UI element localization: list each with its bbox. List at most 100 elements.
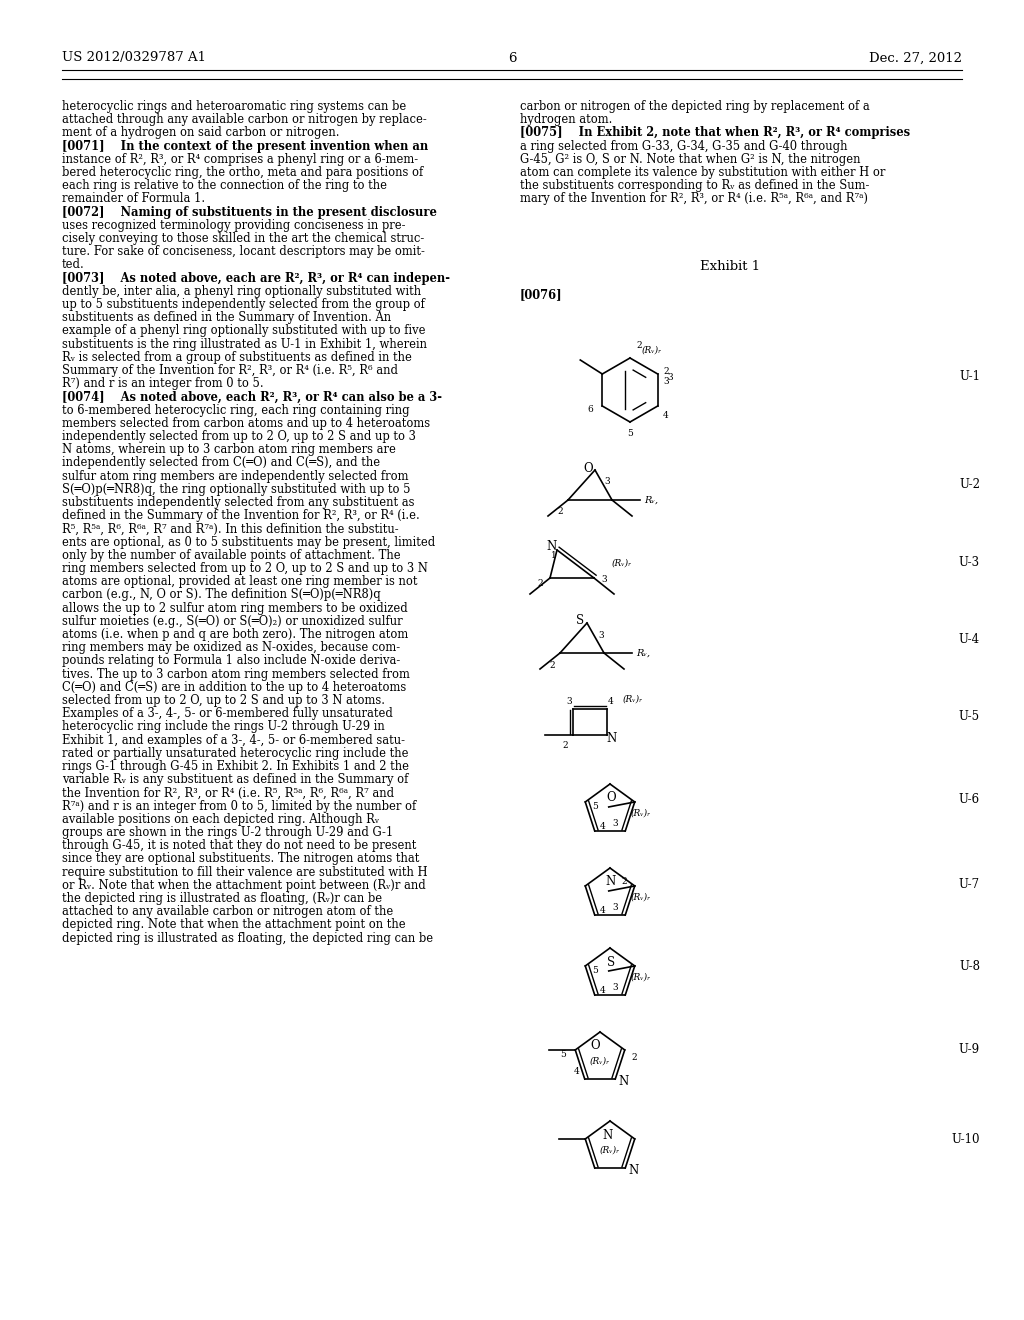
Text: Dec. 27, 2012: Dec. 27, 2012 bbox=[869, 51, 962, 65]
Text: Rᵥ,: Rᵥ, bbox=[636, 648, 650, 657]
Text: N atoms, wherein up to 3 carbon atom ring members are: N atoms, wherein up to 3 carbon atom rin… bbox=[62, 444, 396, 457]
Text: (Rᵥ)ᵣ: (Rᵥ)ᵣ bbox=[600, 1146, 620, 1155]
Text: ted.: ted. bbox=[62, 259, 85, 272]
Text: depicted ring. Note that when the attachment point on the: depicted ring. Note that when the attach… bbox=[62, 919, 406, 932]
Text: O: O bbox=[590, 1039, 600, 1052]
Text: substituents independently selected from any substituent as: substituents independently selected from… bbox=[62, 496, 415, 510]
Text: defined in the Summary of the Invention for R², R³, or R⁴ (i.e.: defined in the Summary of the Invention … bbox=[62, 510, 420, 523]
Text: (Rᵥ)ᵣ: (Rᵥ)ᵣ bbox=[623, 694, 643, 704]
Text: U-10: U-10 bbox=[951, 1133, 980, 1146]
Text: S: S bbox=[607, 956, 615, 969]
Text: 4: 4 bbox=[600, 821, 605, 830]
Text: N: N bbox=[603, 1129, 613, 1142]
Text: 3: 3 bbox=[604, 478, 610, 487]
Text: cisely conveying to those skilled in the art the chemical struc-: cisely conveying to those skilled in the… bbox=[62, 232, 424, 246]
Text: U-4: U-4 bbox=[958, 634, 980, 645]
Text: atoms are optional, provided at least one ring member is not: atoms are optional, provided at least on… bbox=[62, 576, 418, 589]
Text: heterocyclic rings and heteroaromatic ring systems can be: heterocyclic rings and heteroaromatic ri… bbox=[62, 100, 407, 114]
Text: (Rᵥ)ᵣ: (Rᵥ)ᵣ bbox=[590, 1056, 610, 1065]
Text: rated or partially unsaturated heterocyclic ring include the: rated or partially unsaturated heterocyc… bbox=[62, 747, 409, 760]
Text: (Rᵥ)ᵣ: (Rᵥ)ᵣ bbox=[631, 809, 650, 817]
Text: 5: 5 bbox=[592, 803, 598, 812]
Text: 2: 2 bbox=[622, 878, 628, 887]
Text: 3: 3 bbox=[663, 378, 669, 387]
Text: up to 5 substituents independently selected from the group of: up to 5 substituents independently selec… bbox=[62, 298, 425, 312]
Text: S: S bbox=[575, 615, 584, 627]
Text: rings G-1 through G-45 in Exhibit 2. In Exhibits 1 and 2 the: rings G-1 through G-45 in Exhibit 2. In … bbox=[62, 760, 409, 774]
Text: pounds relating to Formula 1 also include N-oxide deriva-: pounds relating to Formula 1 also includ… bbox=[62, 655, 400, 668]
Text: groups are shown in the rings U-2 through U-29 and G-1: groups are shown in the rings U-2 throug… bbox=[62, 826, 393, 840]
Text: 2: 2 bbox=[538, 579, 543, 589]
Text: instance of R², R³, or R⁴ comprises a phenyl ring or a 6-mem-: instance of R², R³, or R⁴ comprises a ph… bbox=[62, 153, 418, 166]
Text: uses recognized terminology providing conciseness in pre-: uses recognized terminology providing co… bbox=[62, 219, 406, 232]
Text: 2: 2 bbox=[557, 507, 563, 516]
Text: substituents as defined in the Summary of Invention. An: substituents as defined in the Summary o… bbox=[62, 312, 391, 325]
Text: [0073]    As noted above, each are R², R³, or R⁴ can indepen-: [0073] As noted above, each are R², R³, … bbox=[62, 272, 450, 285]
Text: Summary of the Invention for R², R³, or R⁴ (i.e. R⁵, R⁶ and: Summary of the Invention for R², R³, or … bbox=[62, 364, 398, 378]
Text: independently selected from up to 2 O, up to 2 S and up to 3: independently selected from up to 2 O, u… bbox=[62, 430, 416, 444]
Text: Rᵥ,: Rᵥ, bbox=[644, 495, 658, 504]
Text: atoms (i.e. when p and q are both zero). The nitrogen atom: atoms (i.e. when p and q are both zero).… bbox=[62, 628, 409, 642]
Text: a ring selected from G-33, G-34, G-35 and G-40 through: a ring selected from G-33, G-34, G-35 an… bbox=[520, 140, 848, 153]
Text: U-6: U-6 bbox=[958, 793, 980, 807]
Text: 5: 5 bbox=[560, 1051, 566, 1060]
Text: the substituents corresponding to Rᵥ as defined in the Sum-: the substituents corresponding to Rᵥ as … bbox=[520, 180, 869, 193]
Text: 1: 1 bbox=[551, 552, 557, 561]
Text: U-3: U-3 bbox=[958, 556, 980, 569]
Text: variable Rᵥ is any substituent as defined in the Summary of: variable Rᵥ is any substituent as define… bbox=[62, 774, 409, 787]
Text: ents are optional, as 0 to 5 substituents may be present, limited: ents are optional, as 0 to 5 substituent… bbox=[62, 536, 435, 549]
Text: through G-45, it is noted that they do not need to be present: through G-45, it is noted that they do n… bbox=[62, 840, 417, 853]
Text: R⁷ᵃ) and r is an integer from 0 to 5, limited by the number of: R⁷ᵃ) and r is an integer from 0 to 5, li… bbox=[62, 800, 416, 813]
Text: [0072]    Naming of substituents in the present disclosure: [0072] Naming of substituents in the pre… bbox=[62, 206, 437, 219]
Text: sulfur moieties (e.g., S(═O) or S(═O)₂) or unoxidized sulfur: sulfur moieties (e.g., S(═O) or S(═O)₂) … bbox=[62, 615, 402, 628]
Text: 4: 4 bbox=[608, 697, 613, 705]
Text: heterocyclic ring include the rings U-2 through U-29 in: heterocyclic ring include the rings U-2 … bbox=[62, 721, 385, 734]
Text: (Rᵥ)ᵣ: (Rᵥ)ᵣ bbox=[631, 973, 650, 982]
Text: U-5: U-5 bbox=[958, 710, 980, 723]
Text: 6: 6 bbox=[508, 51, 516, 65]
Text: ring members selected from up to 2 O, up to 2 S and up to 3 N: ring members selected from up to 2 O, up… bbox=[62, 562, 428, 576]
Text: 3: 3 bbox=[612, 903, 618, 912]
Text: [0071]    In the context of the present invention when an: [0071] In the context of the present inv… bbox=[62, 140, 428, 153]
Text: (Rᵥ)ᵣ: (Rᵥ)ᵣ bbox=[642, 346, 663, 355]
Text: 3: 3 bbox=[612, 982, 618, 991]
Text: members selected from carbon atoms and up to 4 heteroatoms: members selected from carbon atoms and u… bbox=[62, 417, 430, 430]
Text: 4: 4 bbox=[600, 906, 605, 915]
Text: O: O bbox=[606, 791, 615, 804]
Text: N: N bbox=[628, 1163, 638, 1176]
Text: R⁵, R⁵ᵃ, R⁶, R⁶ᵃ, R⁷ and R⁷ᵃ). In this definition the substitu-: R⁵, R⁵ᵃ, R⁶, R⁶ᵃ, R⁷ and R⁷ᵃ). In this d… bbox=[62, 523, 398, 536]
Text: 2: 2 bbox=[562, 741, 568, 750]
Text: or Rᵥ. Note that when the attachment point between (Rᵥ)r and: or Rᵥ. Note that when the attachment poi… bbox=[62, 879, 426, 892]
Text: to 6-membered heterocyclic ring, each ring containing ring: to 6-membered heterocyclic ring, each ri… bbox=[62, 404, 410, 417]
Text: (Rᵥ)ᵣ: (Rᵥ)ᵣ bbox=[612, 558, 632, 568]
Text: N: N bbox=[547, 540, 557, 553]
Text: 3: 3 bbox=[566, 697, 571, 705]
Text: the depicted ring is illustrated as floating, (Rᵥ)r can be: the depicted ring is illustrated as floa… bbox=[62, 892, 382, 906]
Text: [0076]: [0076] bbox=[520, 288, 562, 301]
Text: selected from up to 2 O, up to 2 S and up to 3 N atoms.: selected from up to 2 O, up to 2 S and u… bbox=[62, 694, 385, 708]
Text: U-1: U-1 bbox=[959, 370, 980, 383]
Text: O: O bbox=[584, 462, 593, 474]
Text: only by the number of available points of attachment. The: only by the number of available points o… bbox=[62, 549, 400, 562]
Text: require substitution to fill their valence are substituted with H: require substitution to fill their valen… bbox=[62, 866, 428, 879]
Text: dently be, inter alia, a phenyl ring optionally substituted with: dently be, inter alia, a phenyl ring opt… bbox=[62, 285, 421, 298]
Text: U-9: U-9 bbox=[958, 1043, 980, 1056]
Text: allows the up to 2 sulfur atom ring members to be oxidized: allows the up to 2 sulfur atom ring memb… bbox=[62, 602, 408, 615]
Text: R⁷) and r is an integer from 0 to 5.: R⁷) and r is an integer from 0 to 5. bbox=[62, 378, 263, 391]
Text: N: N bbox=[618, 1074, 629, 1088]
Text: Examples of a 3-, 4-, 5- or 6-membered fully unsaturated: Examples of a 3-, 4-, 5- or 6-membered f… bbox=[62, 708, 393, 721]
Text: available positions on each depicted ring. Although Rᵥ: available positions on each depicted rin… bbox=[62, 813, 379, 826]
Text: 3: 3 bbox=[667, 372, 673, 381]
Text: example of a phenyl ring optionally substituted with up to five: example of a phenyl ring optionally subs… bbox=[62, 325, 426, 338]
Text: carbon or nitrogen of the depicted ring by replacement of a: carbon or nitrogen of the depicted ring … bbox=[520, 100, 869, 114]
Text: depicted ring is illustrated as floating, the depicted ring can be: depicted ring is illustrated as floating… bbox=[62, 932, 433, 945]
Text: ture. For sake of conciseness, locant descriptors may be omit-: ture. For sake of conciseness, locant de… bbox=[62, 246, 425, 259]
Text: U-7: U-7 bbox=[958, 878, 980, 891]
Text: [0074]    As noted above, each R², R³, or R⁴ can also be a 3-: [0074] As noted above, each R², R³, or R… bbox=[62, 391, 442, 404]
Text: mary of the Invention for R², R³, or R⁴ (i.e. R⁵ᵃ, R⁶ᵃ, and R⁷ᵃ): mary of the Invention for R², R³, or R⁴ … bbox=[520, 193, 868, 206]
Text: N: N bbox=[607, 733, 617, 746]
Text: 5: 5 bbox=[592, 966, 598, 975]
Text: Rᵥ is selected from a group of substituents as defined in the: Rᵥ is selected from a group of substitue… bbox=[62, 351, 412, 364]
Text: hydrogen atom.: hydrogen atom. bbox=[520, 114, 612, 127]
Text: 3: 3 bbox=[598, 631, 604, 639]
